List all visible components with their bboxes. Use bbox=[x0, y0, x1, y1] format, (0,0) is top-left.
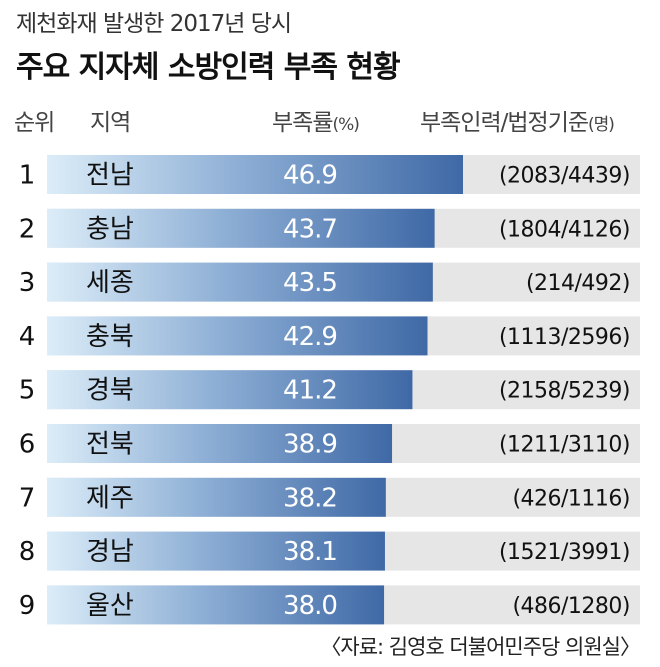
staff-label: (214/492) bbox=[526, 271, 630, 296]
staff-label: (2083/4439) bbox=[499, 164, 630, 189]
rank-label: 7 bbox=[19, 483, 36, 513]
staff-label: (1113/2596) bbox=[499, 325, 630, 350]
region-label: 충북 bbox=[86, 322, 134, 352]
value-label: 38.2 bbox=[283, 483, 337, 513]
value-label: 38.9 bbox=[283, 430, 337, 460]
value-label: 38.0 bbox=[283, 591, 337, 621]
source-note: 〈자료: 김영호 더불어민주당 의원실〉 bbox=[320, 635, 641, 659]
region-label: 충남 bbox=[86, 214, 134, 244]
bar bbox=[47, 208, 435, 248]
bar bbox=[47, 531, 385, 571]
subtitle: 제천화재 발생한 2017년 당시 bbox=[16, 11, 292, 37]
region-label: 울산 bbox=[86, 591, 134, 621]
header-rank: 순위 bbox=[14, 110, 55, 136]
region-label: 제주 bbox=[86, 483, 134, 513]
rank-label: 2 bbox=[19, 214, 36, 244]
rank-label: 9 bbox=[19, 591, 36, 621]
bar bbox=[47, 424, 393, 463]
rank-label: 3 bbox=[19, 268, 36, 298]
value-label: 41.2 bbox=[283, 376, 337, 406]
staff-label: (426/1116) bbox=[512, 486, 630, 511]
rank-label: 6 bbox=[19, 430, 36, 460]
value-label: 46.9 bbox=[283, 161, 337, 191]
region-label: 경남 bbox=[86, 537, 134, 567]
rank-label: 8 bbox=[19, 537, 36, 567]
region-label: 세종 bbox=[86, 268, 134, 298]
value-label: 42.9 bbox=[283, 322, 337, 352]
region-label: 전남 bbox=[86, 161, 134, 191]
staff-label: (1211/3110) bbox=[499, 433, 630, 458]
value-label: 43.7 bbox=[283, 214, 337, 244]
bar bbox=[47, 316, 428, 356]
staff-label: (1804/4126) bbox=[499, 217, 630, 242]
region-label: 전북 bbox=[86, 430, 134, 460]
bar bbox=[47, 262, 433, 302]
header-rate: 부족률(%) bbox=[272, 103, 360, 137]
staff-label: (486/1280) bbox=[512, 594, 630, 619]
value-label: 38.1 bbox=[283, 537, 337, 567]
header-rate-label: 부족률 bbox=[272, 110, 333, 136]
bar bbox=[47, 477, 386, 517]
value-label: 43.5 bbox=[283, 268, 337, 298]
bar bbox=[47, 585, 385, 625]
region-label: 경북 bbox=[86, 376, 134, 406]
chart-title: 주요 지자체 소방인력 부족 현황 bbox=[16, 50, 401, 85]
rank-label: 1 bbox=[19, 161, 36, 191]
staff-label: (2158/5239) bbox=[499, 379, 630, 404]
bar bbox=[47, 155, 463, 194]
header-rate-unit: (%) bbox=[332, 115, 359, 135]
staff-label: (1521/3991) bbox=[499, 540, 630, 565]
header-staff: 부족인력/법정기준(명) bbox=[420, 103, 615, 137]
rank-label: 4 bbox=[19, 322, 36, 352]
header-staff-unit: (명) bbox=[588, 115, 615, 135]
header-staff-label: 부족인력/법정기준 bbox=[420, 110, 589, 136]
header-region: 지역 bbox=[90, 110, 131, 136]
bar bbox=[47, 370, 413, 410]
rank-label: 5 bbox=[19, 376, 36, 406]
